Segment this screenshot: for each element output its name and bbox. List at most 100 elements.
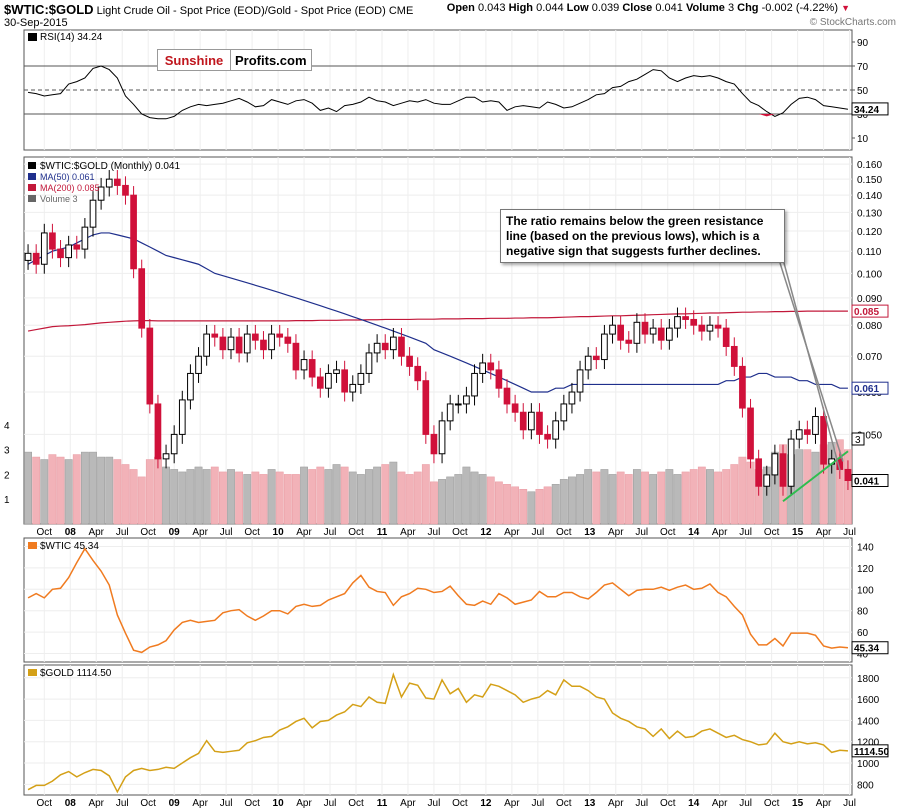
candle-body (739, 365, 746, 409)
wtic-tick-label: 120 (857, 564, 874, 575)
candle-body (73, 244, 81, 250)
ratio-tick-label: 0.130 (857, 208, 882, 219)
ratio-x-label: Apr (88, 527, 104, 538)
candle-body (479, 362, 486, 374)
gold-last-value-box (851, 744, 889, 758)
ratio-x-label: Jul (324, 527, 337, 538)
gold-x-label: Jul (428, 798, 441, 809)
gold-x-label: Jul (739, 798, 752, 809)
candle-body (633, 321, 641, 344)
gold-x-label: Jul (843, 798, 856, 809)
volume-bar (235, 471, 244, 525)
candle-body (536, 411, 543, 435)
gold-x-label: Jul (635, 798, 648, 809)
volume-bar (356, 474, 365, 525)
candle-body (804, 429, 811, 435)
candle-body (568, 391, 576, 405)
ratio-x-label: Apr (400, 527, 416, 538)
candle-body (649, 327, 657, 335)
volume-bar (486, 476, 495, 525)
ratio-legend-swatch (28, 162, 36, 169)
ratio-legend-entry: Volume 3 (40, 194, 78, 204)
gold-legend: $GOLD 1114.50 (40, 668, 112, 679)
candle-body (657, 327, 665, 341)
gold-panel (23, 664, 853, 796)
volume-bar (89, 451, 97, 525)
candle-body (674, 316, 681, 329)
candle-body (219, 336, 227, 351)
volume-bar (478, 474, 487, 525)
volume-bar (40, 459, 49, 525)
ratio-tick-label: 0.090 (857, 294, 882, 305)
volume-bar (316, 466, 325, 525)
candle-body (560, 403, 568, 422)
volume-tick-label: 1 (4, 495, 10, 506)
ratio-x-label: Oct (556, 527, 572, 538)
candle-body (154, 403, 162, 460)
ma50-last-value-box (851, 381, 889, 395)
gold-x-label: 09 (169, 798, 181, 809)
candle-body (114, 178, 121, 186)
volume-bar (706, 469, 714, 525)
volume-bar (80, 451, 89, 525)
candle-body (463, 395, 470, 405)
candle-body (617, 324, 624, 341)
wtic-last-value-box (851, 641, 889, 655)
rsi-tick-label: 10 (857, 134, 869, 145)
candle-body (195, 355, 202, 374)
volume-bar (494, 481, 503, 525)
volume-bar (56, 456, 65, 525)
volume-bar (218, 471, 227, 525)
candle-body (211, 333, 219, 338)
ratio-x-label: Jul (531, 527, 544, 538)
volume-bar (730, 464, 739, 525)
ratio-x-label: Oct (348, 527, 364, 538)
volume-bar (324, 469, 333, 525)
volume-bar (738, 456, 747, 525)
ratio-legend-entry: MA(50) 0.061 (40, 172, 95, 182)
volume-bar (811, 451, 820, 525)
candle-body (844, 468, 852, 482)
annotation-box: The ratio remains below the green resist… (500, 209, 785, 263)
ratio-x-label: 15 (792, 527, 804, 538)
ratio-x-label: Apr (296, 527, 312, 538)
volume-bar (527, 491, 536, 525)
rsi-tick-label: 30 (857, 110, 869, 121)
wtic-tick-label: 40 (857, 649, 869, 660)
ratio-x-label: Oct (452, 527, 468, 538)
candle-body (268, 333, 275, 351)
candle-body (787, 438, 795, 487)
volume-bar (259, 474, 268, 525)
candle-body (454, 403, 462, 406)
ratio-tick-label: 0.160 (857, 160, 882, 171)
ratio-tick-label: 0.150 (857, 175, 882, 186)
ratio-x-label: Oct (244, 527, 260, 538)
volume-bar (178, 471, 187, 525)
gold-x-label: Apr (400, 798, 416, 809)
candle-body (65, 244, 72, 259)
gold-last-value: 1114.50 (854, 747, 889, 758)
chart-header: $WTIC:$GOLD Light Crude Oil - Spot Price… (4, 2, 413, 17)
candle-body (414, 365, 422, 382)
wtic-panel (23, 537, 853, 663)
candle-body (438, 420, 446, 455)
volume-bar (72, 454, 81, 525)
gold-x-label: 13 (584, 798, 596, 809)
candle-body (325, 372, 332, 389)
volume-bar (535, 489, 544, 525)
gold-x-label: Oct (244, 798, 260, 809)
candle-body (260, 339, 267, 351)
symbol: $WTIC:$GOLD (4, 2, 94, 17)
volume-bar (624, 474, 633, 525)
volume-bar (835, 439, 844, 525)
candle-body (57, 248, 64, 259)
volume-bar (348, 471, 357, 525)
candle-body (292, 342, 300, 371)
volume-bar (722, 469, 731, 525)
volume-bar (137, 476, 146, 525)
ratio-tick-label: 0.070 (857, 352, 882, 363)
ratio-x-label: Oct (37, 527, 53, 538)
candle-body (308, 359, 316, 378)
volume-bar (673, 474, 682, 525)
